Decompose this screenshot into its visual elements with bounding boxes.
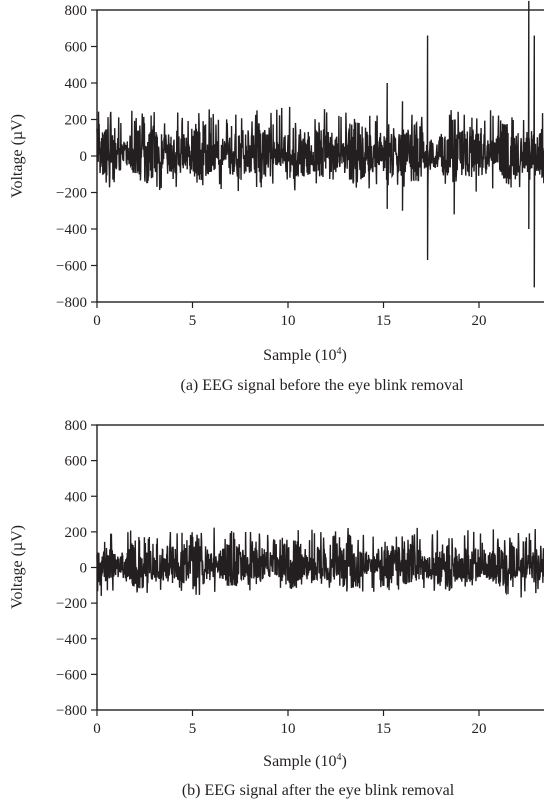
chart-b-y-tick-label: 400: [65, 489, 88, 505]
chart-b-y-tick-label: −200: [56, 596, 87, 612]
chart-b-caption: (b) EEG signal after the eye blink remov…: [182, 782, 455, 799]
chart-b-x-tick-label: 5: [189, 721, 197, 737]
chart-a-y-tick-label: −600: [56, 259, 87, 275]
chart-b-y-tick-label: −800: [56, 703, 87, 719]
chart-b-x-tick-label: 20: [472, 721, 487, 737]
chart-a-caption: (a) EEG signal before the eye blink remo…: [181, 377, 465, 394]
chart-a-x-axis-label: Sample (104): [263, 346, 347, 364]
chart-b-x-tick-label: 15: [376, 721, 391, 737]
chart-b-y-tick-label: −400: [56, 632, 87, 648]
chart-b-y-axis-label: Voltage (µV): [9, 525, 26, 609]
chart-a-x-tick-label: 10: [281, 313, 296, 329]
chart-a-x-tick-label: 5: [189, 313, 197, 329]
chart-b: 800 600 400 200 0 −200 −400 −600 −800 0 5 10 15 20 Sa…: [9, 418, 544, 799]
chart-a: 800 600 400 200 0 −200 −400 −600 −800 0 5 10 15 20 Sa…: [9, 0, 544, 394]
chart-b-signal-line: [96, 527, 544, 598]
chart-a-y-tick-label: −800: [56, 295, 87, 311]
chart-b-x-tick-label: 0: [93, 721, 101, 737]
chart-b-y-tick-label: 0: [80, 561, 88, 577]
chart-b-x-axis-label: Sample (104): [263, 752, 347, 770]
chart-a-y-tick-label: 600: [65, 40, 88, 56]
chart-b-y-tick-label: 200: [65, 525, 88, 541]
chart-b-y-tick-label: −600: [56, 667, 87, 683]
chart-a-x-tick-label: 0: [93, 313, 101, 329]
chart-a-y-tick-label: 200: [65, 113, 88, 129]
chart-a-y-tick-label: −400: [56, 222, 87, 238]
chart-a-signal-line: [96, 0, 544, 288]
chart-a-x-tick-label: 20: [472, 313, 487, 329]
chart-a-y-tick-label: 800: [65, 3, 88, 19]
chart-a-x-tick-label: 15: [376, 313, 391, 329]
chart-a-y-axis-label: Voltage (µV): [9, 114, 26, 198]
chart-b-x-tick-label: 10: [281, 721, 296, 737]
chart-b-y-tick-label: 800: [65, 418, 88, 434]
chart-a-y-tick-label: −200: [56, 186, 87, 202]
chart-a-y-tick-label: 0: [80, 149, 88, 165]
chart-a-y-tick-label: 400: [65, 76, 88, 92]
chart-b-y-tick-label: 600: [65, 454, 88, 470]
